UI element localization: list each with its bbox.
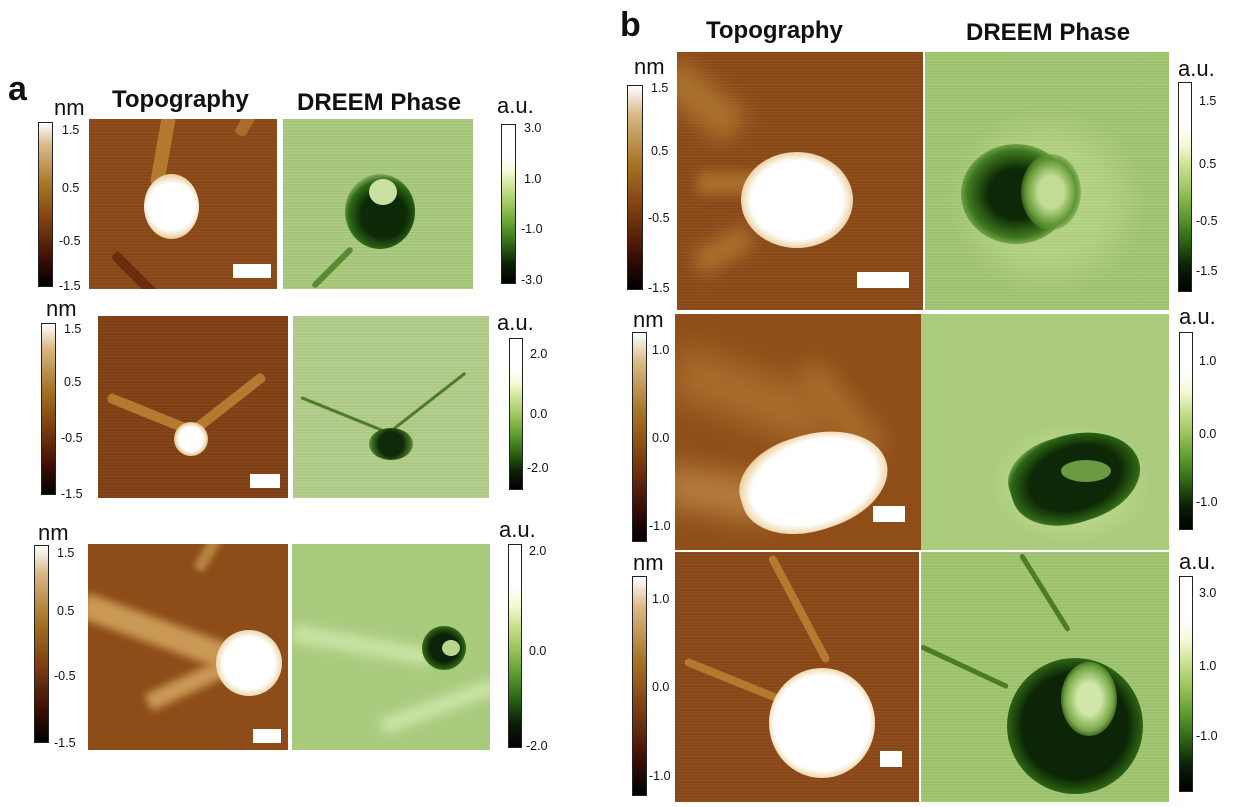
dreem-colorbar: [509, 338, 523, 490]
colorbar-tick: 0.0: [530, 407, 548, 421]
colorbar-tick: -0.5: [54, 669, 76, 683]
colorbar-tick: 1.0: [652, 343, 670, 357]
colorbar-tick: -2.0: [526, 739, 548, 753]
colorbar-tick: 0.0: [529, 644, 547, 658]
colorbar-tick: -1.5: [648, 281, 670, 295]
colorbar-tick: 1.5: [57, 546, 75, 560]
colorbar-tick: -2.0: [527, 461, 549, 475]
colorbar-tick: -1.0: [649, 519, 671, 533]
colorbar-tick: 0.0: [1199, 427, 1217, 441]
colorbar-tick: -1.0: [1196, 729, 1218, 743]
colorbar-unit-topo: nm: [634, 54, 665, 79]
topography-image: [88, 544, 288, 750]
colorbar-tick: 2.0: [530, 347, 548, 361]
colorbar-tick: -1.0: [521, 222, 543, 236]
dreem-colorbar: [1178, 82, 1192, 292]
colorbar-unit-topo: nm: [38, 520, 69, 545]
colorbar-tick: 3.0: [524, 121, 542, 135]
colorbar-unit-dreem: a.u.: [499, 517, 536, 542]
colorbar-tick: -1.5: [54, 736, 76, 750]
colorbar-tick: 1.5: [64, 322, 82, 336]
dreem-colorbar: [1179, 576, 1193, 792]
colorbar-tick: 1.5: [1199, 94, 1217, 108]
colorbar-unit-dreem: a.u.: [1179, 304, 1216, 329]
colorbar-tick: -1.0: [1196, 495, 1218, 509]
colorbar-tick: -0.5: [61, 431, 83, 445]
dreem-phase-image: [292, 544, 490, 750]
colorbar-tick: 1.5: [651, 81, 669, 95]
colorbar-tick: 0.5: [1199, 157, 1217, 171]
topography-colorbar: [627, 85, 643, 290]
topography-colorbar: [632, 332, 647, 542]
dreem-phase-image: [283, 119, 473, 289]
dreem-phase-image: [293, 316, 489, 498]
colorbar-tick: -1.0: [649, 769, 671, 783]
scale-bar: [880, 751, 902, 767]
panel-b-topography-header: Topography: [706, 17, 843, 44]
colorbar-tick: -3.0: [521, 273, 543, 287]
panel-letter-b: b: [620, 6, 641, 44]
colorbar-unit-dreem: a.u.: [497, 310, 534, 335]
colorbar-unit-topo: nm: [633, 550, 664, 575]
scale-bar: [857, 272, 909, 288]
colorbar-tick: 0.0: [652, 680, 670, 694]
colorbar-unit-dreem: a.u.: [1179, 549, 1216, 574]
colorbar-tick: 0.5: [57, 604, 75, 618]
topography-colorbar: [34, 545, 49, 743]
topography-image: [677, 52, 923, 310]
scale-bar: [873, 506, 905, 522]
topography-colorbar: [41, 323, 56, 495]
topography-colorbar: [632, 576, 647, 796]
topography-image: [98, 316, 288, 498]
colorbar-unit-topo: nm: [54, 95, 85, 120]
colorbar-unit-topo: nm: [633, 307, 664, 332]
topography-image: [89, 119, 277, 289]
panel-a-topography-header: Topography: [112, 86, 249, 113]
colorbar-tick: 1.0: [1199, 354, 1217, 368]
topography-image: [675, 552, 919, 802]
panel-a-dreem-header: DREEM Phase: [297, 89, 462, 116]
topography-colorbar: [38, 122, 53, 287]
dreem-phase-image: [921, 552, 1169, 802]
colorbar-tick: -0.5: [59, 234, 81, 248]
colorbar-tick: 0.5: [64, 375, 82, 389]
colorbar-tick: 1.0: [1199, 659, 1217, 673]
colorbar-tick: 1.0: [652, 592, 670, 606]
scale-bar: [233, 264, 271, 278]
scale-bar: [250, 474, 280, 488]
colorbar-tick: -0.5: [1196, 214, 1218, 228]
colorbar-unit-dreem: a.u.: [497, 93, 534, 118]
dreem-colorbar: [508, 544, 522, 748]
colorbar-unit-dreem: a.u.: [1178, 56, 1215, 81]
dreem-colorbar: [1179, 332, 1193, 530]
colorbar-tick: 0.5: [62, 181, 80, 195]
colorbar-tick: 0.5: [651, 144, 669, 158]
colorbar-tick: 1.0: [524, 172, 542, 186]
colorbar-tick: -1.5: [59, 279, 81, 293]
dreem-colorbar: [501, 124, 516, 284]
scale-bar: [253, 729, 281, 743]
colorbar-tick: 0.0: [652, 431, 670, 445]
colorbar-tick: -1.5: [61, 487, 83, 501]
dreem-phase-image: [921, 314, 1169, 550]
colorbar-tick: -1.5: [1196, 264, 1218, 278]
panel-letter-a: a: [8, 70, 27, 108]
colorbar-tick: -0.5: [648, 211, 670, 225]
colorbar-tick: 3.0: [1199, 586, 1217, 600]
colorbar-unit-topo: nm: [46, 296, 77, 321]
dreem-phase-image: [925, 52, 1169, 310]
topography-image: [675, 314, 923, 550]
colorbar-tick: 1.5: [62, 123, 80, 137]
colorbar-tick: 2.0: [529, 544, 547, 558]
panel-b-dreem-header: DREEM Phase: [966, 19, 1131, 46]
